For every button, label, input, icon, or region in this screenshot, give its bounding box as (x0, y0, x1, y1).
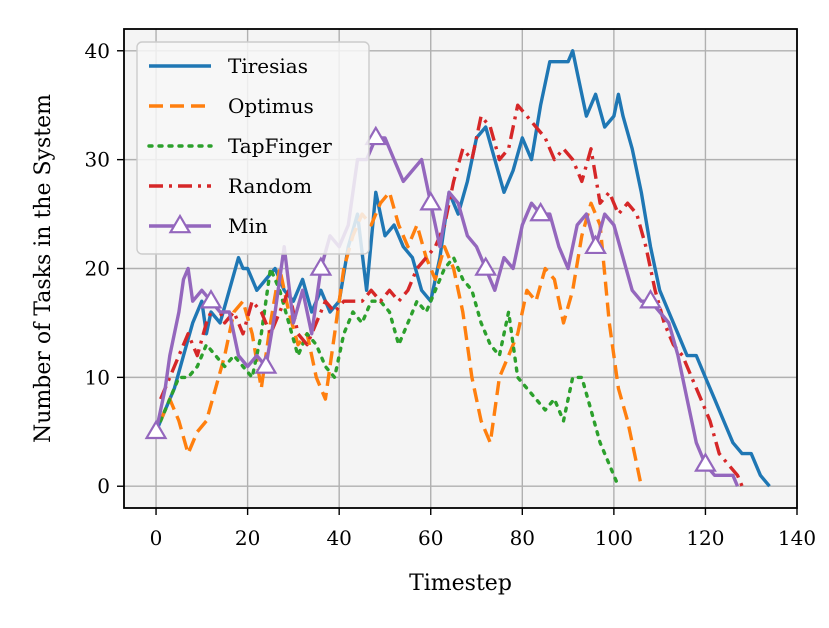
series-tapfinger (158, 255, 621, 488)
series-min (144, 125, 740, 487)
data-point-marker (254, 354, 278, 374)
data-point-marker (364, 125, 388, 146)
legend-label: Random (228, 174, 312, 198)
data-point-marker (419, 191, 443, 211)
series-optimus (159, 190, 643, 487)
x-axis-title: Timestep (409, 571, 512, 596)
legend-label: Optimus (228, 94, 314, 118)
y-tick-label: 40 (85, 39, 110, 63)
x-tick-label: 120 (686, 526, 724, 550)
legend-label: Tiresias (228, 54, 308, 78)
data-point-marker (529, 201, 553, 222)
legend-item-min: Min (149, 213, 268, 238)
y-tick-label: 0 (97, 474, 110, 498)
series-line-tiresias (154, 49, 771, 488)
legend-label: TapFinger (228, 134, 332, 158)
x-tick-label: 60 (418, 526, 443, 550)
x-tick-label: 100 (595, 526, 633, 550)
x-tick-label: 20 (235, 526, 260, 550)
series-line-min (154, 136, 740, 487)
y-tick-label: 30 (85, 148, 110, 172)
axis-ticks: 0 20 40 60 80 100 120 140 0 10 20 30 40 (85, 39, 817, 550)
data-point-marker (694, 452, 717, 472)
legend-item-tapfinger: TapFinger (147, 134, 332, 158)
legend-label: Min (228, 214, 268, 238)
data-point-marker (144, 419, 168, 440)
x-tick-label: 80 (510, 526, 535, 550)
y-tick-label: 20 (85, 257, 110, 281)
data-point-marker (309, 256, 333, 276)
series-layer (144, 49, 771, 488)
series-random (159, 103, 744, 487)
data-point-marker (639, 288, 662, 309)
legend: Tiresias Optimus TapFinger Random Min (136, 41, 370, 255)
legend-item-optimus: Optimus (149, 94, 314, 118)
x-tick-label: 40 (326, 526, 351, 550)
x-tick-label: 140 (778, 526, 816, 550)
data-point-marker (584, 234, 607, 255)
legend-item-random: Random (149, 174, 312, 198)
legend-frame (136, 41, 370, 255)
data-point-marker (199, 288, 223, 309)
series-line-optimus (159, 190, 643, 487)
series-line-random (159, 103, 744, 487)
series-line-tapfinger (158, 255, 621, 488)
legend-marker (168, 213, 192, 234)
legend-item-tiresias: Tiresias (149, 54, 308, 78)
x-tick-label: 0 (150, 526, 163, 550)
series-tiresias (154, 49, 771, 488)
y-axis-title: Number of Tasks in the System (31, 94, 56, 443)
y-tick-label: 10 (85, 365, 110, 389)
data-point-marker (474, 256, 498, 276)
